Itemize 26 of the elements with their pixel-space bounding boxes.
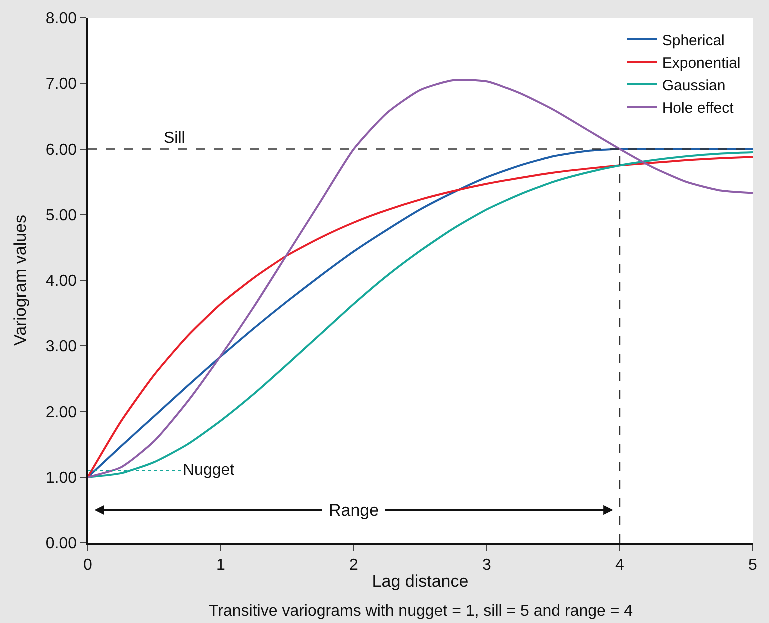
y-axis-title: Variogram values: [10, 214, 30, 346]
y-tick-label: 3.00: [46, 338, 78, 356]
line-series: [88, 79, 753, 478]
y-tick-label: 1.00: [46, 470, 78, 487]
y-tick-label: 4.00: [46, 273, 78, 290]
y-tick-label: 8.00: [46, 10, 78, 28]
text: Transitive variograms with nugget = 1, sill = 5 and range = 4: [209, 603, 634, 620]
ref-line-label: Sill: [164, 130, 186, 147]
x-tick-label: 1: [216, 556, 226, 574]
y-tick-label: 5.00: [46, 207, 78, 224]
y-tick-label: 7.00: [46, 76, 78, 94]
legend-label: Hole effect: [662, 100, 735, 117]
legend-label: Gaussian: [662, 77, 726, 94]
x-tick-label: 0: [84, 556, 93, 574]
annotation: Range: [329, 501, 380, 520]
y-tick-label: 2.00: [46, 404, 78, 422]
x-tick-label: 4: [616, 556, 625, 574]
y-tick-label: 6.00: [46, 142, 78, 159]
x-tick-label: 5: [748, 556, 758, 574]
legend-label: Exponential: [662, 54, 741, 72]
y-tick-label: 0.00: [46, 536, 78, 553]
x-tick-label: 3: [482, 556, 492, 574]
ref-line-label: Nugget: [183, 462, 236, 479]
x-tick-label: 2: [350, 556, 359, 574]
legend-label: Spherical: [662, 32, 725, 50]
x-axis-title: Lag distance: [372, 572, 469, 591]
